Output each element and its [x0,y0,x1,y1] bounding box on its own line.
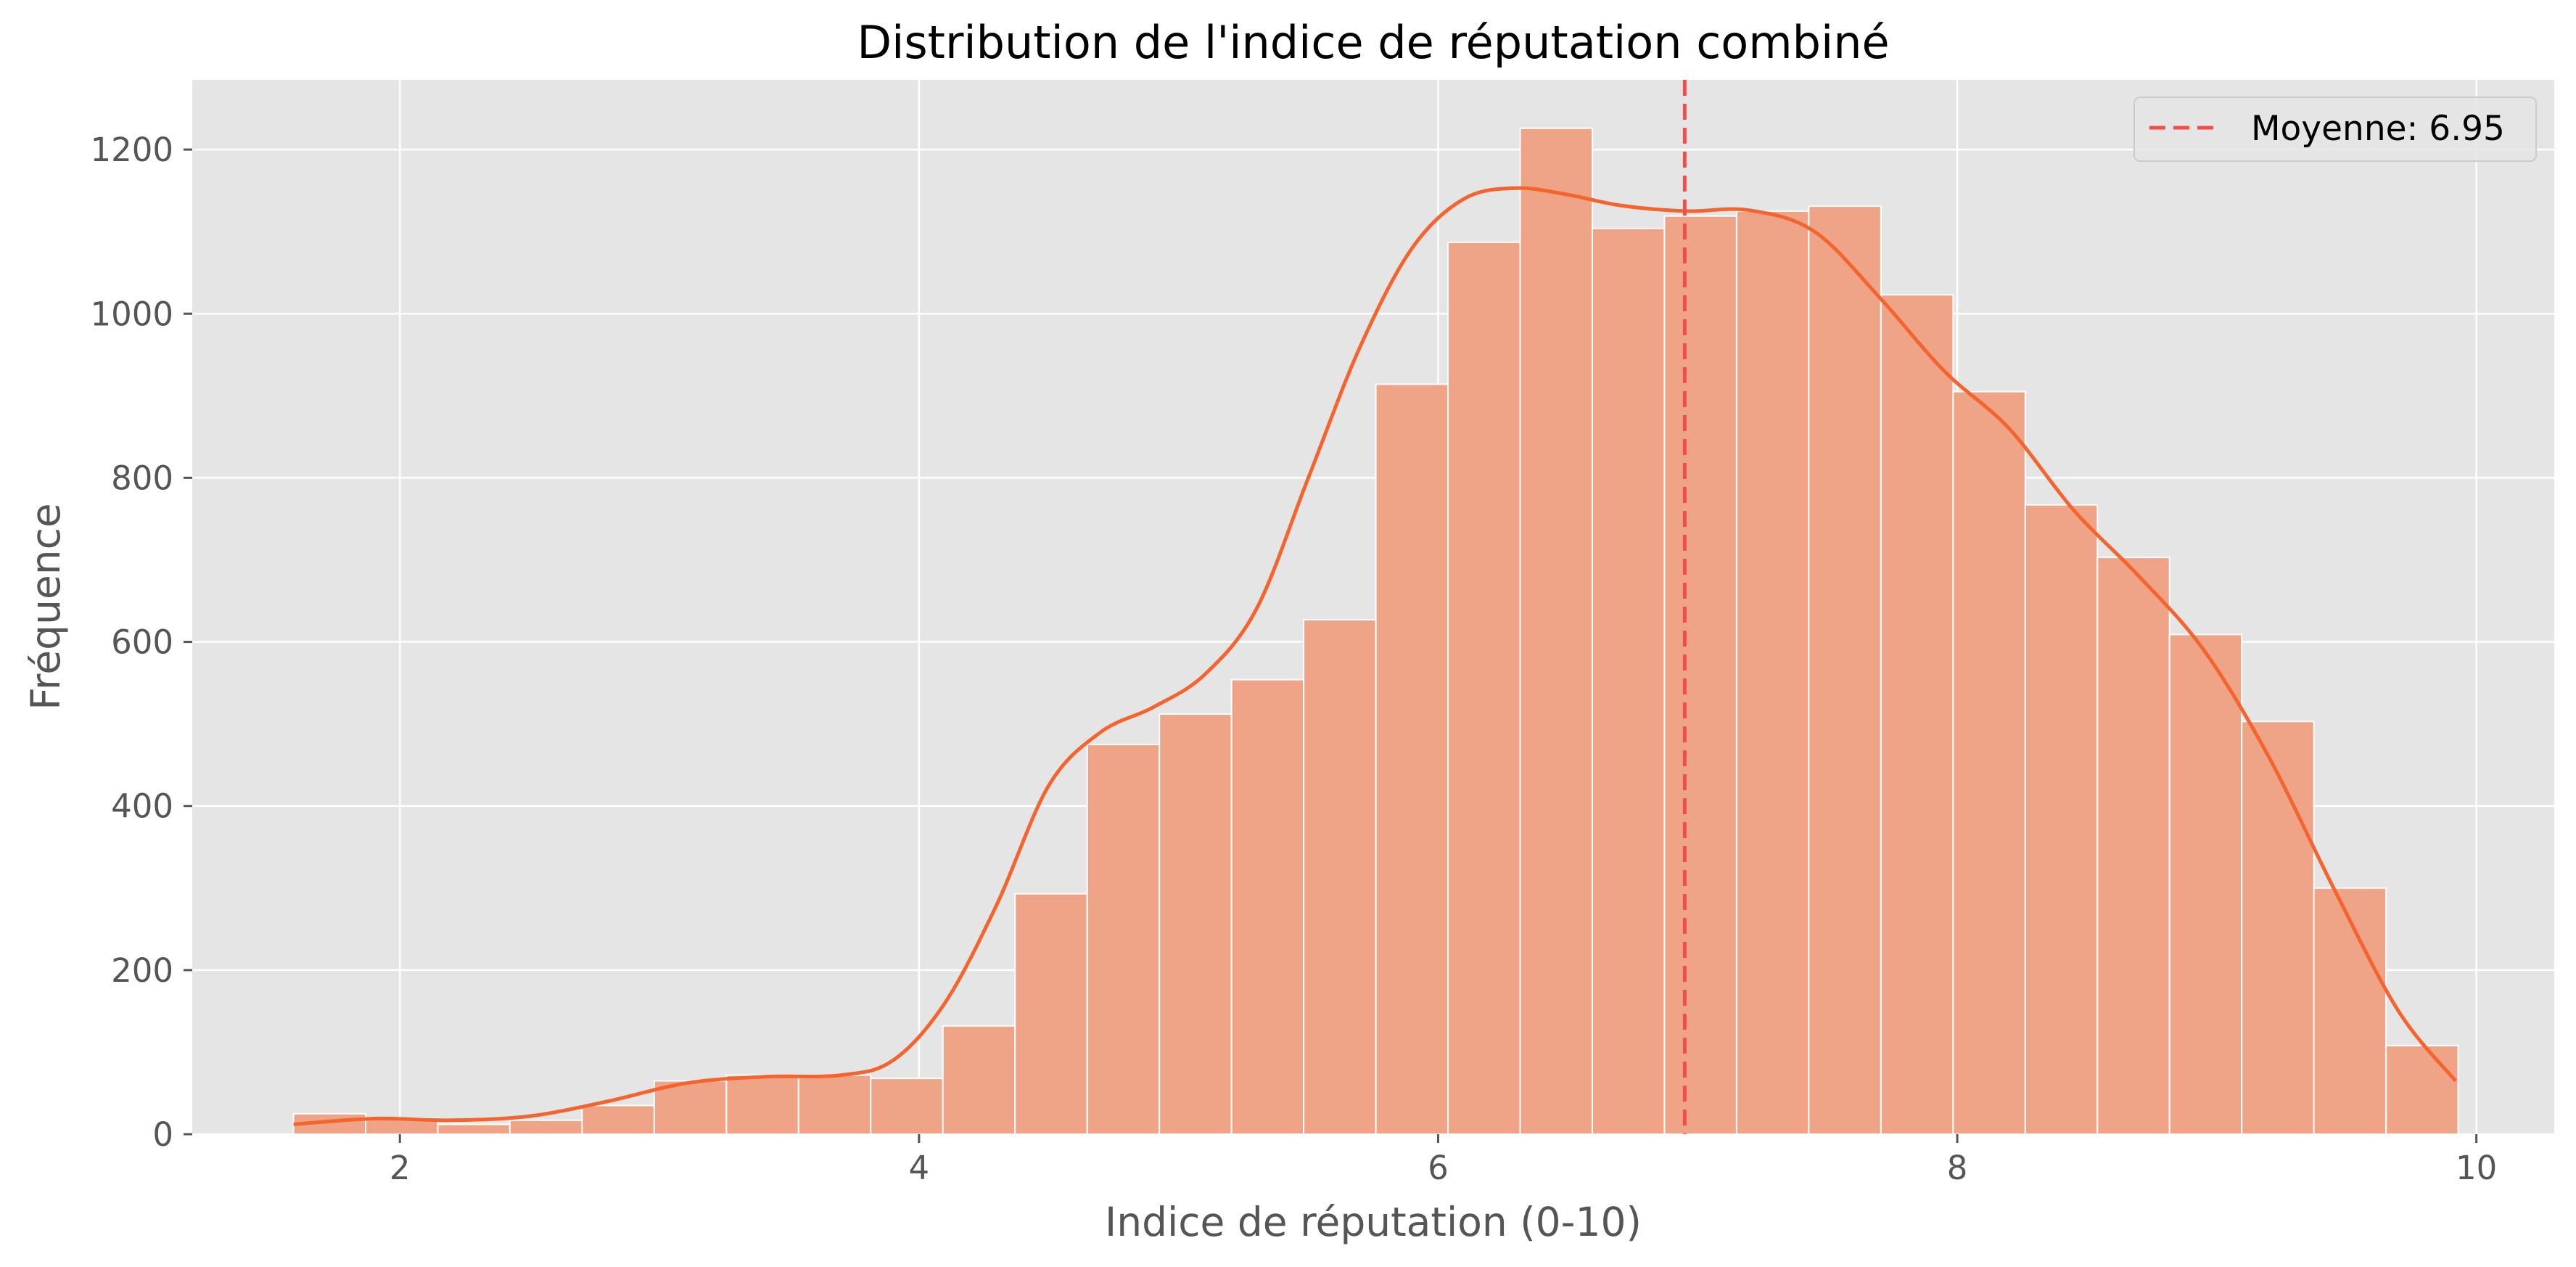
histogram-bar [1159,713,1233,1135]
y-axis-label: Fréquence [22,503,69,710]
y-tick-label: 200 [111,951,173,990]
histogram-bar [2168,634,2243,1135]
y-tick-label: 0 [152,1115,173,1154]
histogram-bar [509,1119,583,1136]
y-tick-label: 600 [111,623,173,662]
chart-title: Distribution de l'indice de réputation c… [857,16,1889,69]
histogram-bar [1519,127,1593,1135]
histogram-bar [437,1123,511,1136]
y-tick-label: 1200 [90,131,173,169]
histogram-bar [1014,893,1088,1135]
histogram-bar [1447,241,1521,1136]
histogram-bar [1808,205,1882,1135]
x-tick-label: 10 [2456,1149,2497,1187]
histogram-bar [653,1080,728,1136]
y-tick-label: 1000 [90,295,173,333]
y-tick-label: 800 [111,459,173,497]
histogram-bar [1303,619,1377,1135]
histogram-bar [2024,504,2099,1135]
histogram-bar [942,1025,1016,1136]
legend: Moyenne: 6.95 [2133,97,2537,162]
kde-curve [293,186,2457,1126]
histogram-bar [2096,557,2170,1135]
histogram-bar [797,1074,872,1136]
histogram-bar [1663,215,1737,1135]
histogram-bar [1952,390,2026,1135]
x-axis-label: Indice de réputation (0-10) [1105,1199,1642,1245]
axis-ticks: 2 4 6 8 10 0 200 400 600 800 1000 1200 [90,131,2497,1187]
histogram-bar [581,1104,655,1135]
y-tick-label: 400 [111,787,173,826]
x-tick-label: 6 [1428,1149,1449,1187]
histogram-bar [1735,210,1810,1135]
histogram-bars [292,127,2459,1136]
histogram-bar [2313,887,2387,1135]
histogram-bar [1880,294,1954,1136]
x-tick-label: 2 [390,1149,411,1187]
histogram-bar [1375,383,1449,1135]
histogram-bar [1086,743,1161,1135]
legend-label-mean: Moyenne: 6.95 [2251,109,2505,149]
histogram-bar [1230,678,1305,1135]
histogram-bar [725,1074,799,1136]
legend-box [2133,97,2537,162]
x-tick-label: 4 [909,1149,930,1187]
histogram-bar [2385,1044,2459,1135]
histogram-bar [1591,227,1666,1135]
histogram-bar [870,1078,944,1136]
x-tick-label: 8 [1947,1149,1968,1187]
histogram-bar [2241,721,2315,1135]
